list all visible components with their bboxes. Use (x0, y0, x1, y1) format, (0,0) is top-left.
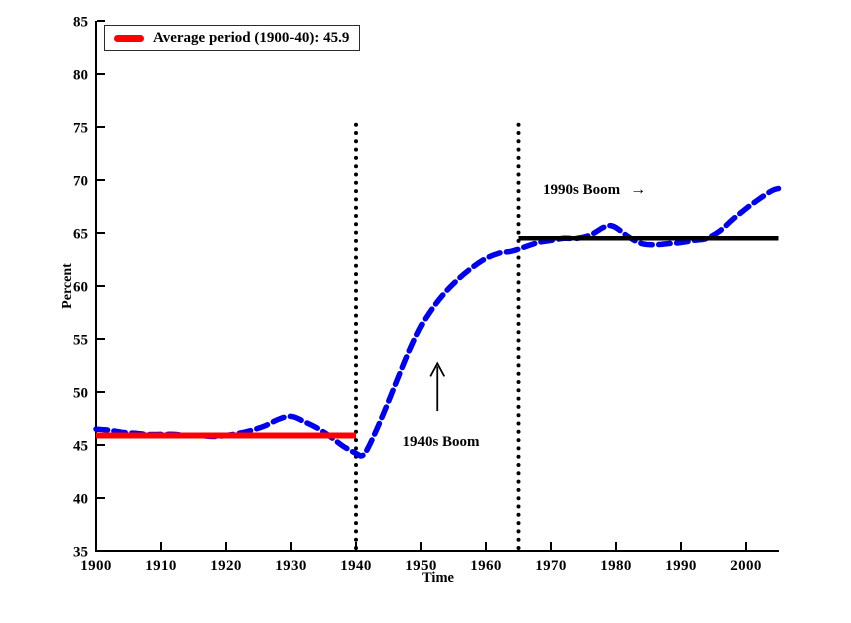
up-arrow-head-icon (429, 361, 446, 377)
y-tick-label: 50 (73, 386, 88, 402)
x-tick-label: 1950 (405, 558, 437, 574)
x-tick-label: 1970 (535, 558, 567, 574)
x-tick-label: 1910 (145, 558, 177, 574)
legend-line-marker (114, 34, 144, 42)
y-tick-label: 65 (73, 227, 88, 243)
y-tick-label: 80 (73, 68, 88, 84)
y-tick-label: 60 (73, 280, 88, 296)
x-tick-label: 1980 (600, 558, 632, 574)
y-tick-label: 55 (73, 333, 88, 349)
axis-lines (95, 21, 779, 552)
y-axis-label: Percent (60, 263, 75, 309)
y-tick-label: 70 (73, 174, 88, 190)
x-tick-label: 1900 (80, 558, 112, 574)
x-tick-label: 1930 (275, 558, 307, 574)
x-axis-label: Time (422, 570, 454, 586)
y-tick-label: 75 (73, 121, 88, 137)
annotation-1990s-boom-text: 1990s Boom (543, 181, 621, 198)
y-tick-label: 85 (73, 15, 88, 31)
y-tick-label: 40 (73, 492, 88, 508)
right-arrow-icon: → (630, 181, 647, 198)
x-tick-label: 1940 (340, 558, 372, 574)
y-tick-label: 45 (73, 439, 88, 455)
x-tick-label: 1920 (210, 558, 242, 574)
legend-label: Average period (1900-40): 45.9 (153, 29, 350, 46)
series-percent-series (93, 185, 782, 459)
annotation-1940s-boom: 1940s Boom (402, 434, 480, 450)
x-tick-label: 1960 (470, 558, 502, 574)
annotation-1990s-boom: 1990s Boom → (543, 181, 646, 199)
x-tick-label: 1990 (665, 558, 697, 574)
y-tick-label: 35 (73, 545, 88, 561)
legend: Average period (1900-40): 45.9 (104, 25, 360, 51)
x-tick-label: 2000 (730, 558, 762, 574)
